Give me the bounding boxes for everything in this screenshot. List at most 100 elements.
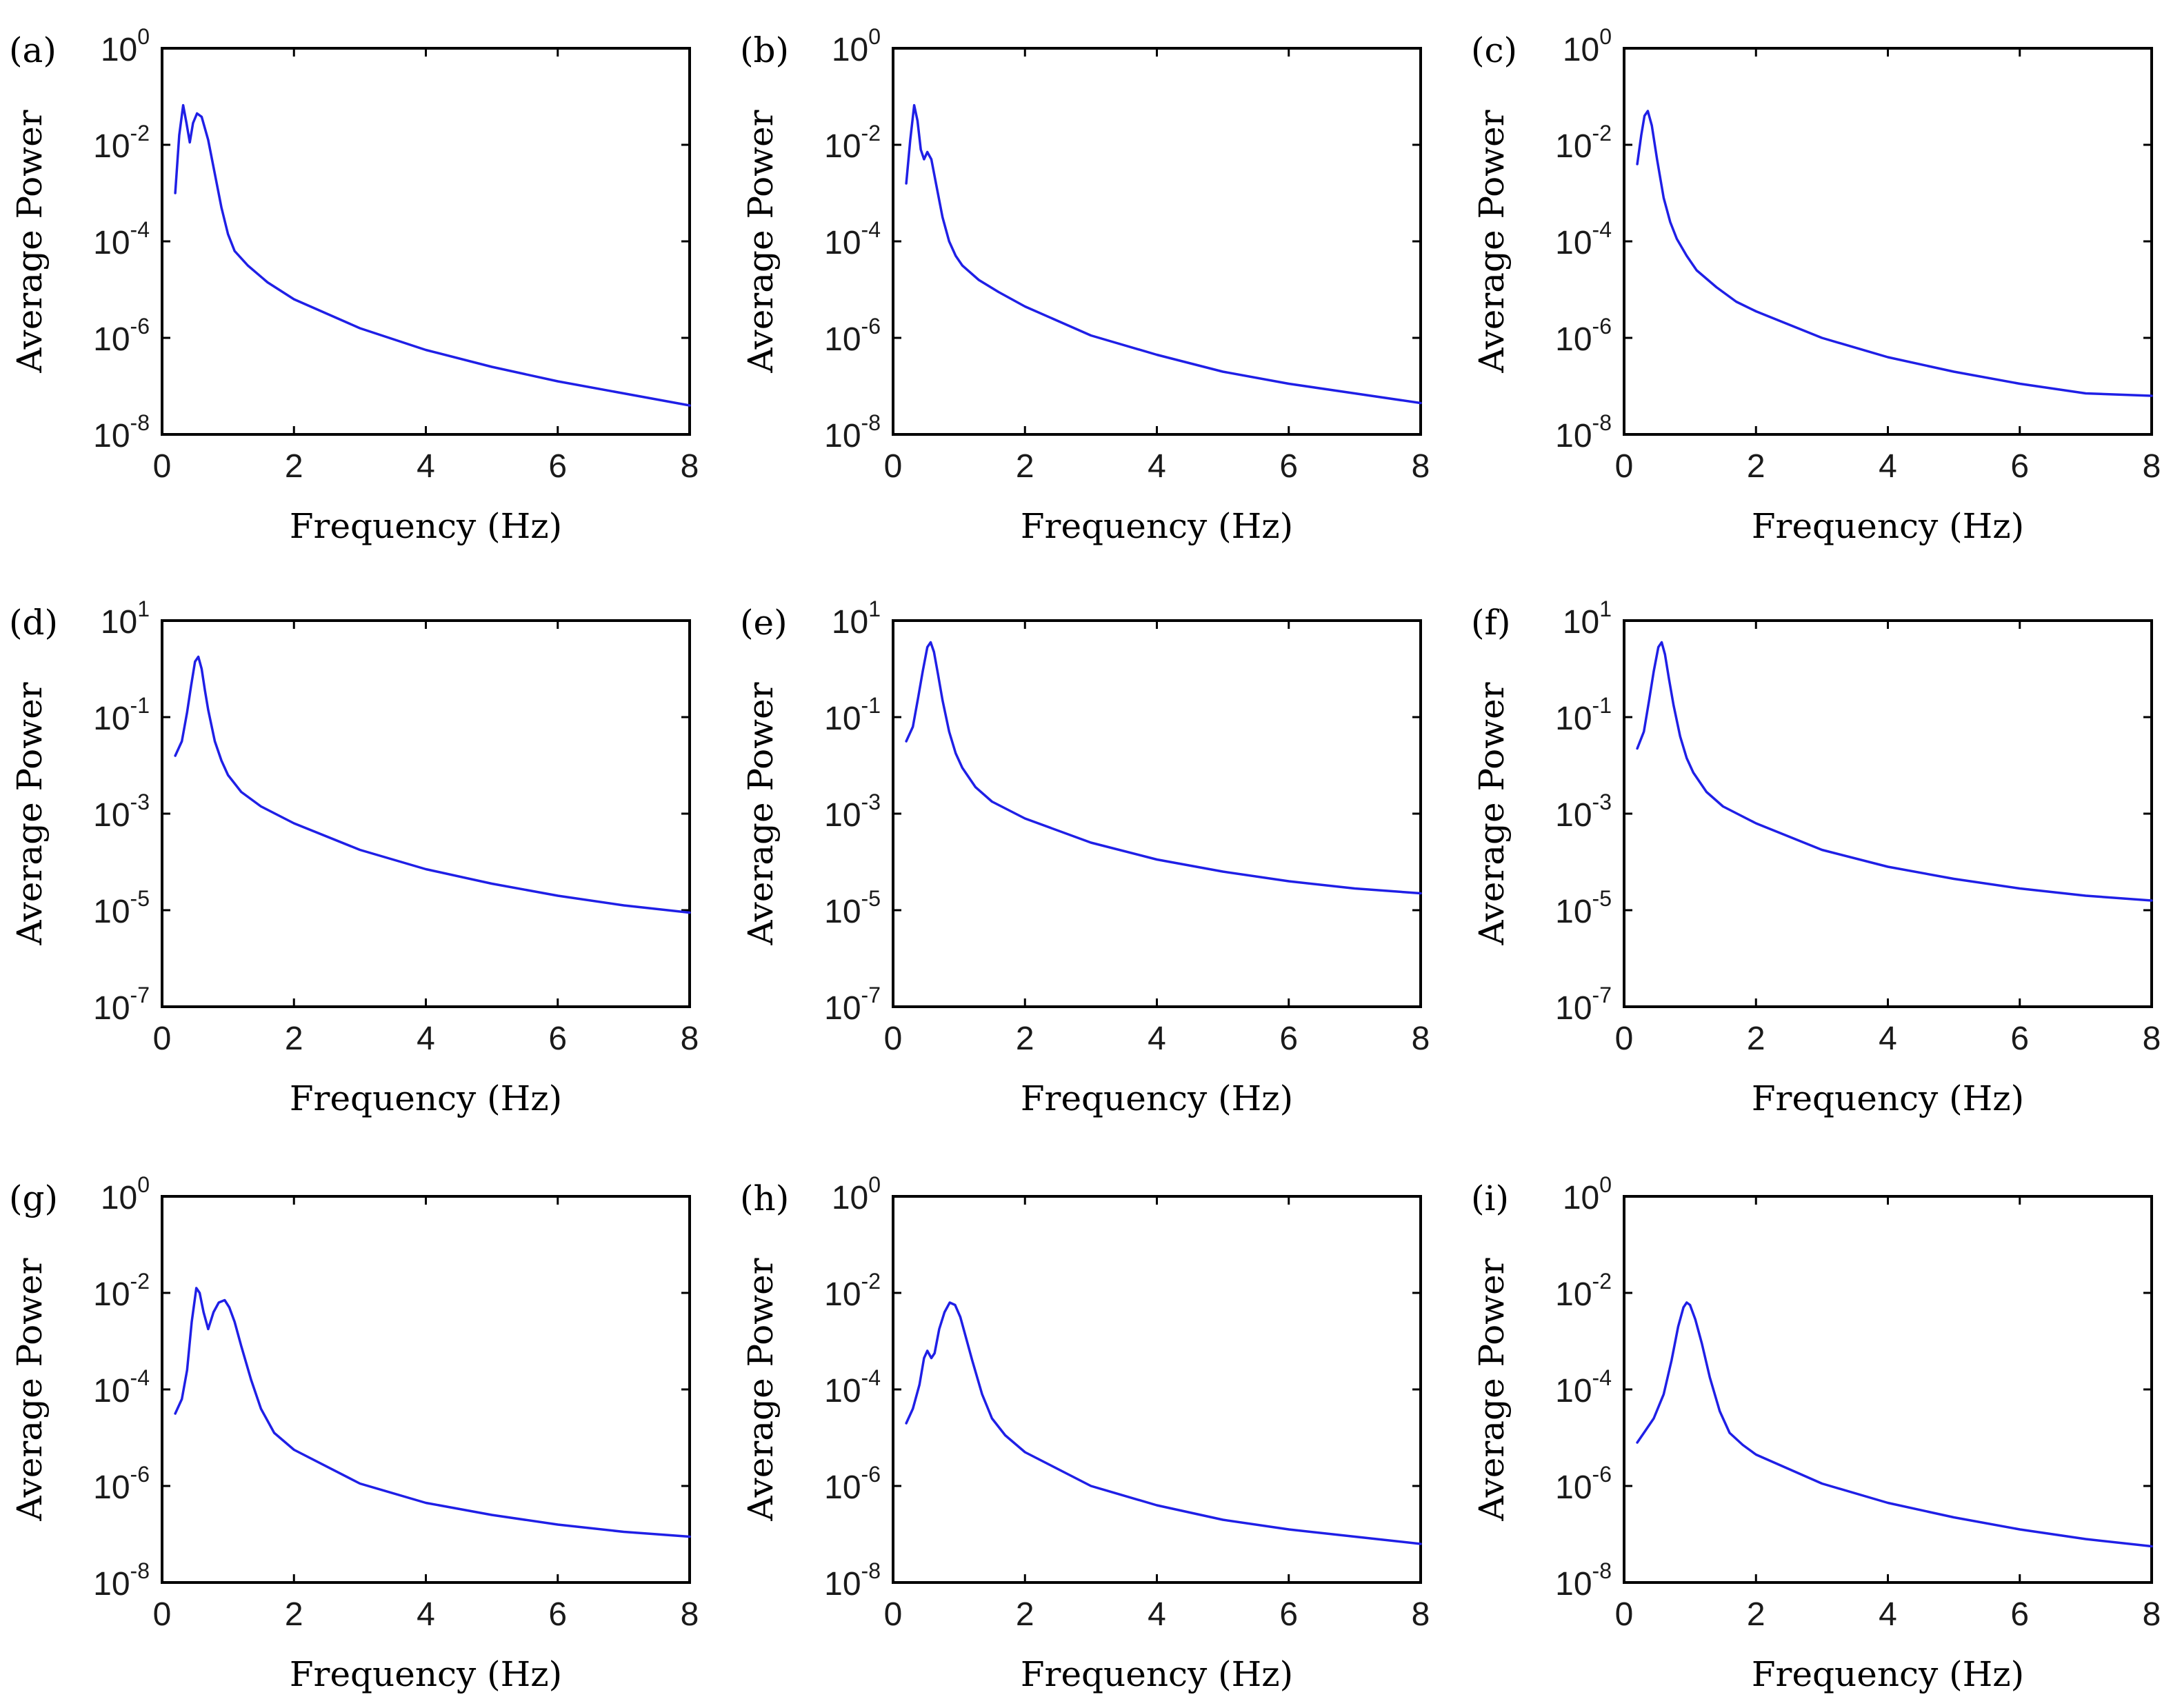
axes-frame (161, 1195, 691, 1584)
x-axis-label: Frequency (Hz) (290, 506, 562, 546)
y-tick-label: 100 (832, 24, 881, 68)
x-axis-label: Frequency (Hz) (1752, 506, 2024, 546)
y-tick-label: 100 (832, 1172, 881, 1216)
y-tick-label: 10-8 (824, 1558, 881, 1602)
x-tick-label: 0 (884, 448, 903, 485)
x-tick-label: 8 (681, 448, 699, 485)
x-tick-label: 0 (1615, 1596, 1634, 1633)
x-tick-label: 4 (1148, 448, 1166, 485)
x-tick-label: 2 (285, 1021, 303, 1057)
x-tick-label: 0 (153, 1596, 172, 1633)
power-spectrum-line (1636, 110, 2153, 397)
panel-label: (d) (9, 603, 58, 643)
y-tick-label: 10-2 (1555, 1269, 1612, 1313)
y-tick-label: 101 (832, 596, 881, 641)
panel-g: 0 2 4 6 8 100 10-2 10-4 10-6 10-8 Frequency (Hz) Av… (9, 1172, 699, 1694)
panel-label: (c) (1471, 30, 1517, 70)
x-axis-label: Frequency (Hz) (290, 1078, 562, 1118)
y-axis-label: Average Power (1472, 110, 1512, 373)
x-tick-label: 6 (2010, 1021, 2029, 1057)
x-tick-label: 0 (1615, 1021, 1634, 1057)
y-tick-label: 10-8 (1555, 1558, 1612, 1602)
x-tick-label: 4 (417, 1596, 435, 1633)
x-axis-label: Frequency (Hz) (1021, 1654, 1293, 1694)
power-spectrum-line (905, 1301, 1422, 1545)
x-tick-label: 6 (548, 1021, 567, 1057)
x-tick-label: 2 (1747, 1021, 1765, 1057)
y-axis-label: Average Power (741, 1258, 781, 1521)
axes-frame (161, 47, 691, 436)
x-axis-label: Frequency (Hz) (1752, 1654, 2024, 1694)
panel-d: 0 2 4 6 8 101 10-1 10-3 10-5 10-7 Frequency (Hz) Av… (9, 596, 699, 1118)
panel-label: (f) (1471, 603, 1511, 643)
x-axis-label: Frequency (Hz) (1752, 1078, 2024, 1118)
y-tick-label: 10-4 (824, 217, 881, 261)
panel-label: (a) (9, 30, 57, 70)
y-tick-label: 10-5 (824, 886, 881, 930)
x-tick-label: 2 (1016, 448, 1034, 485)
y-axis-label: Average Power (10, 1258, 50, 1521)
x-tick-label: 6 (548, 448, 567, 485)
x-tick-label: 8 (1412, 1596, 1430, 1633)
y-tick-label: 10-2 (824, 1269, 881, 1313)
y-tick-label: 10-1 (1555, 693, 1612, 737)
x-tick-label: 6 (1279, 448, 1298, 485)
axes-frame (161, 619, 691, 1008)
panel-i: 0 2 4 6 8 100 10-2 10-4 10-6 10-8 Frequency (Hz) Av… (1471, 1172, 2161, 1694)
y-tick-label: 10-4 (1555, 1365, 1612, 1409)
panel-label: (i) (1471, 1178, 1509, 1218)
power-spectrum-line (905, 103, 1422, 405)
y-tick-label: 10-7 (1555, 983, 1612, 1027)
axes-frame (892, 47, 1422, 436)
x-tick-label: 2 (285, 448, 303, 485)
x-tick-label: 8 (681, 1021, 699, 1057)
x-tick-label: 4 (1879, 1596, 1897, 1633)
y-tick-label: 101 (101, 596, 150, 641)
x-tick-label: 4 (1148, 1021, 1166, 1057)
power-spectrum-line (174, 103, 691, 407)
y-tick-label: 10-3 (1555, 790, 1612, 834)
x-tick-label: 0 (153, 1021, 172, 1057)
axes-frame (892, 1195, 1422, 1584)
y-tick-label: 10-3 (824, 790, 881, 834)
axes-frame (1623, 47, 2153, 436)
power-spectrum-line (1636, 1301, 2153, 1548)
x-tick-label: 4 (1148, 1596, 1166, 1633)
axes-frame (892, 619, 1422, 1008)
panel-a: 0 2 4 6 8 100 10-2 10-4 10-6 10-8 Frequency (Hz) Av… (9, 24, 699, 546)
y-axis-label: Average Power (741, 682, 781, 945)
x-tick-label: 2 (285, 1596, 303, 1633)
x-axis-label: Frequency (Hz) (1021, 1078, 1293, 1118)
x-tick-label: 6 (548, 1596, 567, 1633)
x-tick-label: 6 (2010, 1596, 2029, 1633)
x-tick-label: 0 (153, 448, 172, 485)
y-tick-label: 100 (101, 1172, 150, 1216)
y-tick-label: 10-8 (93, 1558, 150, 1602)
y-tick-label: 100 (1563, 1172, 1612, 1216)
x-axis-label: Frequency (Hz) (1021, 506, 1293, 546)
power-spectrum-line (1636, 641, 2153, 902)
y-axis-label: Average Power (741, 110, 781, 373)
y-tick-label: 10-6 (1555, 314, 1612, 358)
y-tick-label: 10-2 (93, 121, 150, 165)
y-tick-label: 10-6 (824, 314, 881, 358)
y-tick-label: 10-8 (93, 410, 150, 454)
x-axis-label: Frequency (Hz) (290, 1654, 562, 1694)
x-tick-label: 8 (2143, 1021, 2161, 1057)
y-tick-label: 10-7 (824, 983, 881, 1027)
x-tick-label: 0 (1615, 448, 1634, 485)
y-tick-label: 10-1 (93, 693, 150, 737)
y-tick-label: 10-5 (93, 886, 150, 930)
x-tick-label: 4 (1879, 448, 1897, 485)
panel-b: 0 2 4 6 8 100 10-2 10-4 10-6 10-8 Frequency (Hz) Av… (740, 24, 1430, 546)
x-tick-label: 6 (2010, 448, 2029, 485)
x-tick-label: 2 (1016, 1021, 1034, 1057)
panel-label: (h) (740, 1178, 789, 1218)
y-tick-label: 10-5 (1555, 886, 1612, 930)
y-tick-label: 10-8 (1555, 410, 1612, 454)
y-tick-label: 100 (101, 24, 150, 68)
x-tick-label: 0 (884, 1021, 903, 1057)
y-tick-label: 10-4 (824, 1365, 881, 1409)
x-tick-label: 4 (417, 448, 435, 485)
